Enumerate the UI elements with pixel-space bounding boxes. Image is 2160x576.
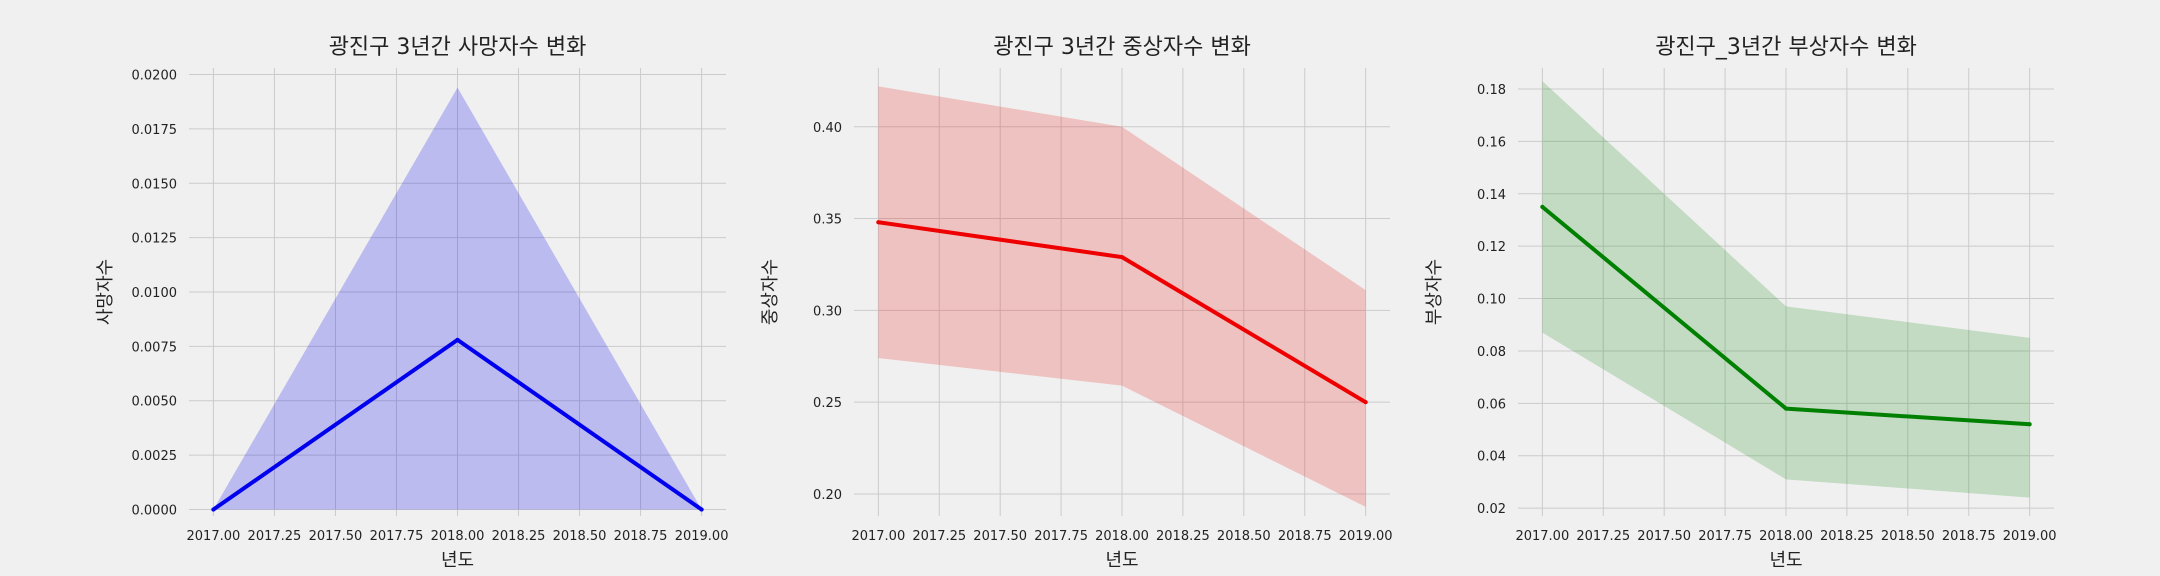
x-tick-label: 2018.25 [492, 529, 546, 544]
y-tick-label: 0.25 [813, 396, 842, 411]
x-tick-label: 2018.25 [1820, 529, 1874, 544]
y-tick-label: 0.04 [1477, 450, 1506, 465]
x-tick-label: 2018.00 [1759, 529, 1813, 544]
y-axis-label: 사망자수 [95, 259, 116, 325]
y-tick-label: 0.0100 [132, 286, 178, 301]
y-tick-label: 0.0125 [132, 232, 178, 247]
y-tick-label: 0.40 [813, 121, 842, 136]
x-tick-label: 2018.75 [614, 529, 668, 544]
confidence-band [878, 86, 1366, 507]
y-tick-label: 0.12 [1477, 240, 1506, 255]
y-axis-label: 중상자수 [760, 259, 781, 325]
y-tick-label: 0.0050 [132, 395, 178, 410]
chart-panel-3: 2017.00 2017.25 2017.50 2017.75 2018.00 2018.… [1424, 35, 2057, 571]
chart-title: 광진구 3년간 사망자수 변화 [329, 35, 587, 60]
x-tick-label: 2017.75 [370, 529, 424, 544]
x-tick-label: 2017.25 [248, 529, 302, 544]
data-point [1120, 255, 1124, 260]
y-tick-label: 0.30 [813, 304, 842, 319]
y-tick-label: 0.14 [1477, 188, 1506, 203]
x-tick-label: 2018.00 [1095, 529, 1149, 544]
x-tick-label: 2017.25 [1576, 529, 1630, 544]
x-tick-label: 2017.50 [973, 529, 1027, 544]
chart-panel-2: 2017.00 2017.25 2017.50 2017.75 2018.00 2018.… [760, 35, 1393, 571]
x-tick-label: 2017.75 [1034, 529, 1088, 544]
x-tick-label: 2018.00 [431, 529, 485, 544]
x-tick-label: 2018.75 [1942, 529, 1996, 544]
x-tick-label: 2017.25 [912, 529, 966, 544]
y-tick-label: 0.16 [1477, 135, 1506, 150]
x-tick-label: 2017.00 [1515, 529, 1569, 544]
chart-panel-1: 2017.00 2017.25 2017.50 2017.75 2018.00 2018.… [95, 35, 728, 571]
confidence-band [1542, 81, 2030, 498]
x-tick-label: 2018.50 [1881, 529, 1935, 544]
x-tick-label: 2017.00 [851, 529, 905, 544]
x-tick-label: 2018.75 [1278, 529, 1332, 544]
x-tick-label: 2018.50 [553, 529, 607, 544]
data-point [1363, 400, 1368, 405]
y-tick-label: 0.0175 [132, 123, 178, 138]
y-tick-label: 0.10 [1477, 293, 1506, 308]
data-point [876, 220, 881, 225]
x-axis-label: 년도 [441, 550, 474, 571]
x-tick-label: 2018.25 [1156, 529, 1210, 544]
data-point [455, 337, 460, 342]
chart-title: 광진구 3년간 중상자수 변화 [993, 35, 1251, 60]
data-point [211, 507, 216, 512]
x-tick-label: 2019.00 [2003, 529, 2057, 544]
x-axis-label: 년도 [1769, 550, 1802, 571]
x-tick-label: 2018.50 [1217, 529, 1271, 544]
x-tick-label: 2017.75 [1698, 529, 1752, 544]
y-tick-label: 0.20 [813, 488, 842, 503]
y-tick-label: 0.08 [1477, 345, 1506, 360]
data-point [1784, 406, 1788, 411]
confidence-band [213, 87, 702, 510]
x-tick-label: 2019.00 [675, 529, 729, 544]
y-axis-label: 부상자수 [1424, 259, 1445, 325]
x-tick-label: 2017.00 [187, 529, 241, 544]
x-tick-label: 2017.50 [1637, 529, 1691, 544]
data-point [2027, 422, 2032, 427]
y-tick-label: 0.0000 [132, 503, 178, 518]
y-tick-label: 0.35 [813, 213, 842, 228]
data-point [1540, 204, 1545, 209]
x-tick-label: 2017.50 [309, 529, 363, 544]
data-point [699, 507, 704, 512]
x-axis-label: 년도 [1105, 550, 1138, 571]
chart-title: 광진구_3년간 부상자수 변화 [1655, 35, 1917, 60]
y-tick-label: 0.18 [1477, 83, 1506, 98]
y-tick-label: 0.0200 [132, 69, 178, 84]
x-tick-label: 2019.00 [1339, 529, 1393, 544]
y-tick-label: 0.02 [1477, 502, 1506, 517]
y-tick-label: 0.0075 [132, 340, 178, 355]
y-tick-label: 0.06 [1477, 397, 1506, 412]
y-tick-label: 0.0025 [132, 449, 178, 464]
y-tick-label: 0.0150 [132, 177, 178, 192]
